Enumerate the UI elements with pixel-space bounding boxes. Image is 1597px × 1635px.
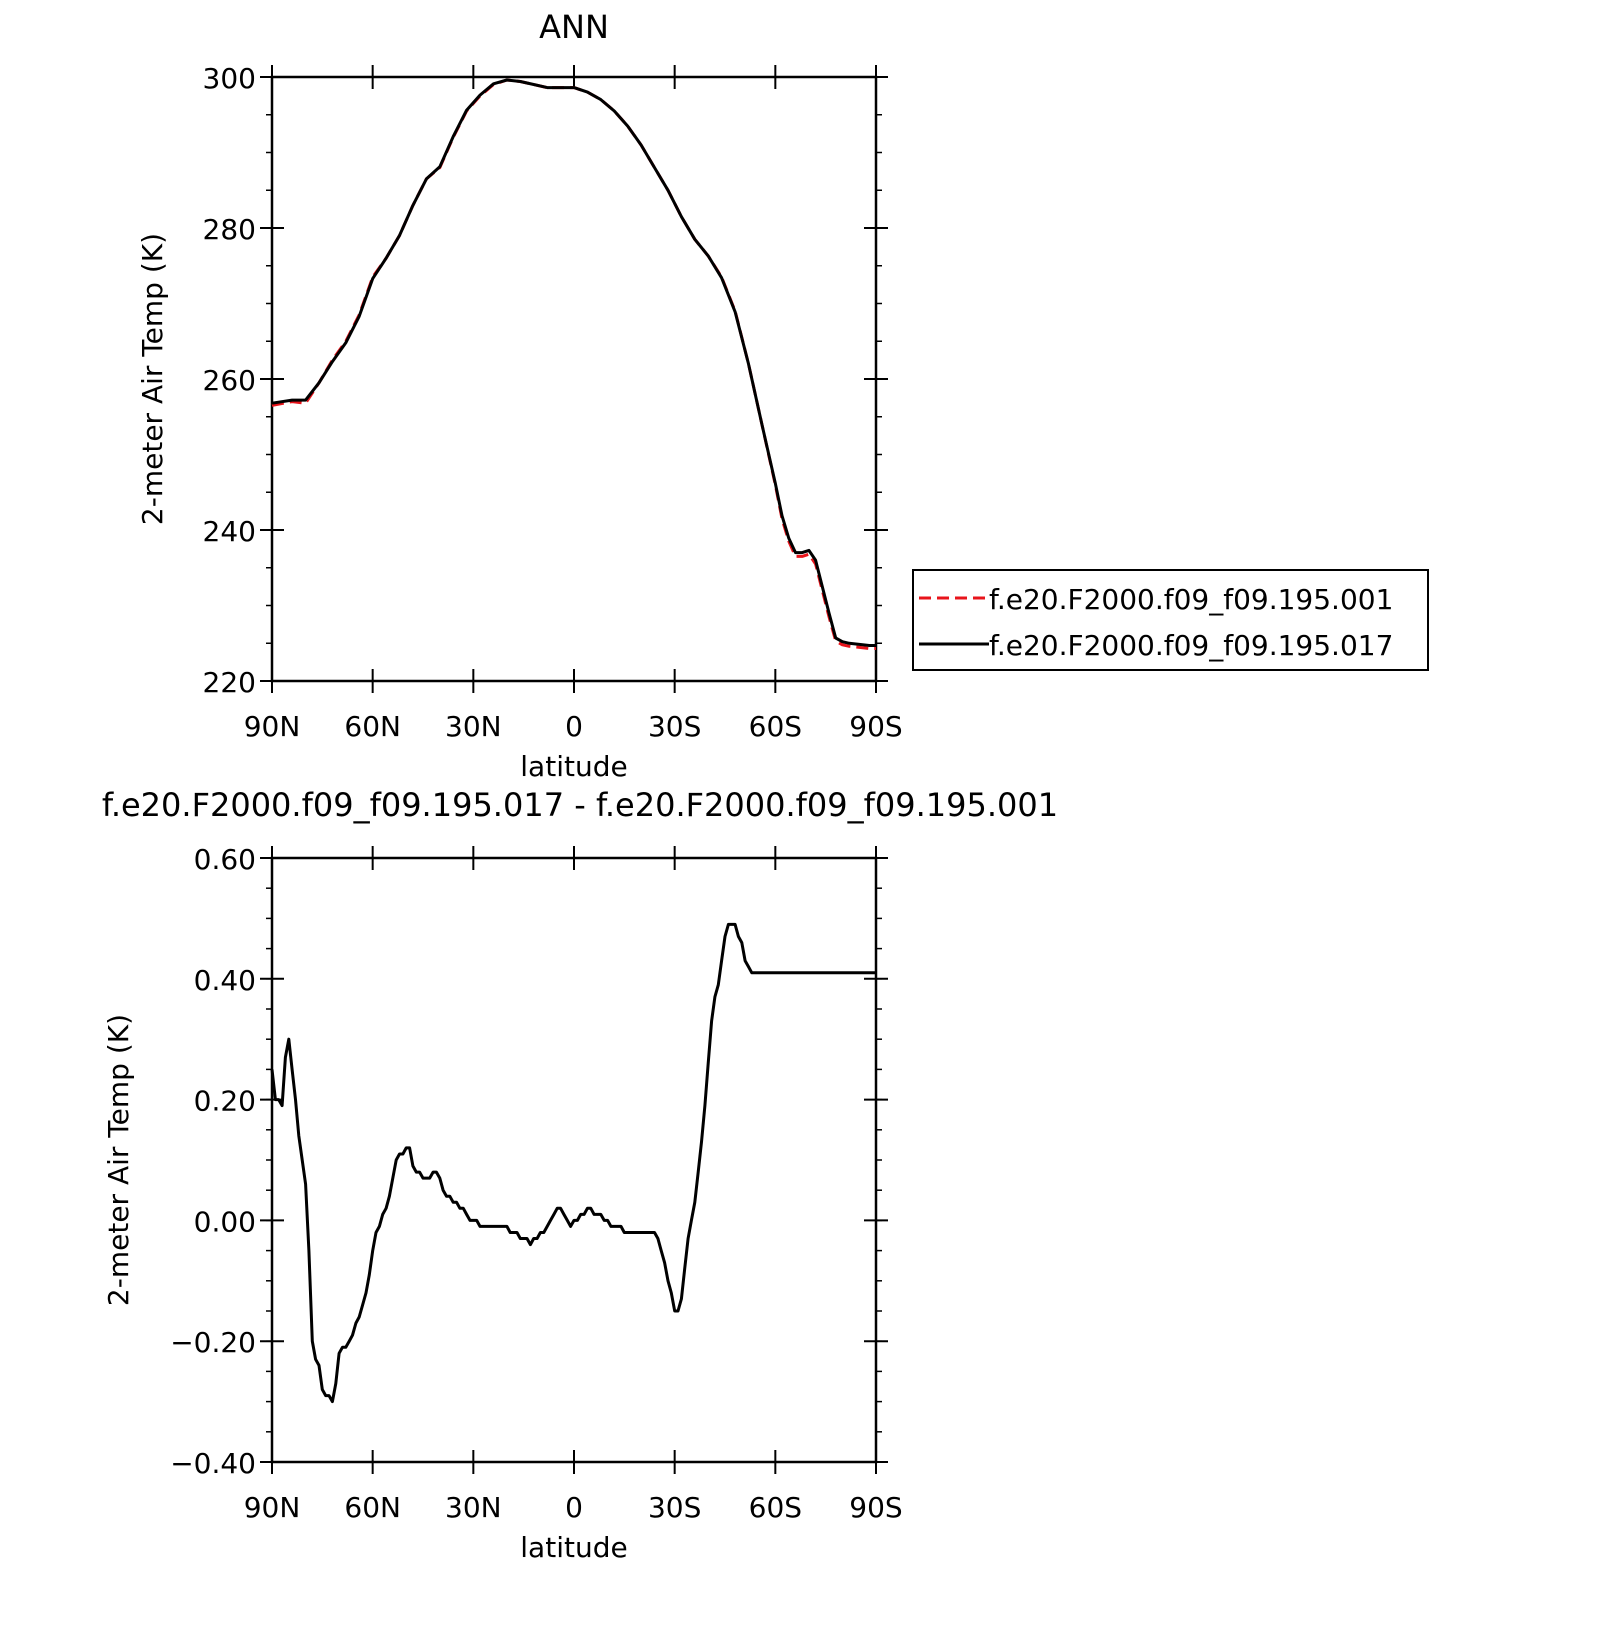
top-ytick-label: 260	[203, 364, 256, 397]
top-ytick-label: 280	[203, 213, 256, 246]
diff-yaxis-label: 2-meter Air Temp (K)	[102, 1014, 135, 1306]
diff-ytick-label: 0.40	[194, 964, 256, 997]
top-series-line-2	[271, 78, 876, 647]
diff-xtick-label: 30S	[648, 1491, 701, 1524]
top-series-line-1	[271, 78, 876, 650]
top-xaxis-label: latitude	[520, 750, 627, 783]
top-xtick-label: 60S	[749, 710, 802, 743]
legend-box	[912, 569, 1429, 671]
diff-chart-title: f.e20.F2000.f09_f09.195.017 - f.e20.F200…	[102, 786, 1058, 824]
top-plot-frame	[270, 75, 878, 683]
diff-ytick-label: 0.60	[194, 843, 256, 876]
diff-xtick-label: 0	[565, 1491, 583, 1524]
diff-xtick-label: 90N	[244, 1491, 301, 1524]
top-chart-title: ANN	[539, 8, 609, 46]
top-yaxis-label: 2-meter Air Temp (K)	[136, 233, 169, 525]
diff-xtick-label: 60N	[344, 1491, 401, 1524]
legend-label-1: f.e20.F2000.f09_f09.195.001	[989, 583, 1393, 616]
top-ytick-label: 240	[203, 515, 256, 548]
legend-label-2: f.e20.F2000.f09_f09.195.017	[989, 629, 1393, 662]
top-ytick-label: 300	[203, 62, 256, 95]
top-xtick-label: 90S	[849, 710, 902, 743]
diff-series-line-1	[270, 922, 876, 1404]
diff-plot-frame	[270, 856, 878, 1464]
diff-ytick-label: −0.20	[170, 1326, 256, 1359]
legend: f.e20.F2000.f09_f09.195.001 f.e20.F2000.f…	[912, 569, 1429, 671]
diff-ytick-label: −0.40	[170, 1447, 256, 1480]
top-xtick-label: 60N	[344, 710, 401, 743]
diff-ytick-label: 0.20	[194, 1085, 256, 1118]
top-panel: ANN 300 280 260 240 220 90N 60N 30N 0 30S 60S 90S lat…	[136, 8, 1429, 783]
top-xtick-label: 30N	[445, 710, 502, 743]
top-xtick-label: 90N	[244, 710, 301, 743]
top-xtick-label: 30S	[648, 710, 701, 743]
diff-xtick-label: 60S	[749, 1491, 802, 1524]
diff-xtick-label: 90S	[849, 1491, 902, 1524]
difference-panel: f.e20.F2000.f09_f09.195.017 - f.e20.F200…	[102, 786, 1058, 1564]
diff-xtick-label: 30N	[445, 1491, 502, 1524]
top-ytick-label: 220	[203, 666, 256, 699]
diff-xaxis-label: latitude	[520, 1531, 627, 1564]
top-xtick-label: 0	[565, 710, 583, 743]
diff-ytick-label: 0.00	[194, 1205, 256, 1238]
